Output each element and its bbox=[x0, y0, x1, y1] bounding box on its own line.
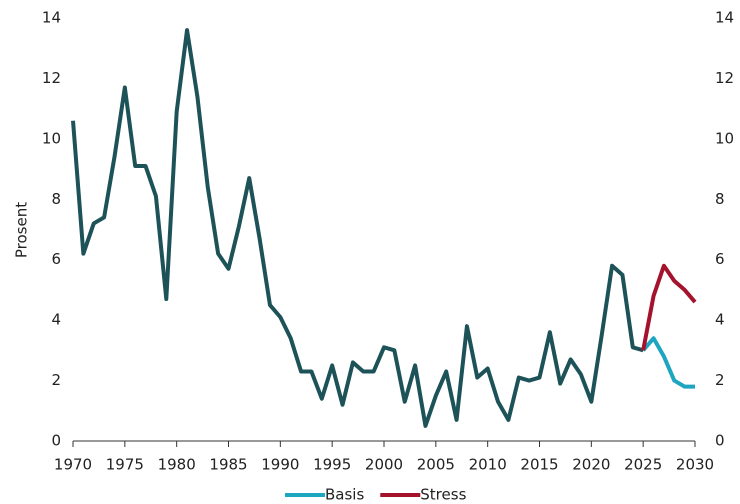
y-tick-label: 0 bbox=[51, 432, 61, 450]
legend-label: Stress bbox=[420, 486, 466, 504]
x-tick-label: 2020 bbox=[572, 456, 610, 474]
y-tick-label: 6 bbox=[51, 250, 61, 268]
series-line bbox=[641, 263, 697, 351]
x-tick-label: 2025 bbox=[624, 456, 662, 474]
y-tick-label: 14 bbox=[42, 9, 61, 27]
y2-tick-label: 8 bbox=[715, 190, 725, 208]
y2-tick-label: 6 bbox=[715, 250, 725, 268]
x-tick-label: 2000 bbox=[365, 456, 403, 474]
x-tick-label: 2030 bbox=[676, 456, 714, 474]
x-tick-label: 2010 bbox=[469, 456, 507, 474]
y-tick-label: 8 bbox=[51, 190, 61, 208]
series-line bbox=[641, 336, 695, 389]
x-tick-label: 1995 bbox=[313, 456, 351, 474]
y-tick-label: 12 bbox=[42, 69, 61, 87]
x-tick-label: 1990 bbox=[261, 456, 299, 474]
x-tick-label: 1980 bbox=[158, 456, 196, 474]
x-tick-label: 1970 bbox=[54, 456, 92, 474]
x-tick-label: 2005 bbox=[417, 456, 455, 474]
y-tick-label: 4 bbox=[51, 311, 61, 329]
legend-label: Basis bbox=[325, 486, 364, 504]
x-tick-label: 2015 bbox=[520, 456, 558, 474]
x-tick-label: 1985 bbox=[209, 456, 247, 474]
y-tick-label: 2 bbox=[51, 371, 61, 389]
y2-tick-label: 4 bbox=[715, 311, 725, 329]
y-tick-label: 10 bbox=[42, 129, 61, 147]
y-axis-label: Prosent bbox=[13, 202, 31, 258]
y2-tick-label: 10 bbox=[715, 129, 734, 147]
y2-tick-label: 12 bbox=[715, 69, 734, 87]
series-line bbox=[71, 28, 644, 428]
x-tick-label: 1975 bbox=[106, 456, 144, 474]
y2-tick-label: 0 bbox=[715, 432, 725, 450]
y2-tick-label: 14 bbox=[715, 9, 734, 27]
y2-tick-label: 2 bbox=[715, 371, 725, 389]
